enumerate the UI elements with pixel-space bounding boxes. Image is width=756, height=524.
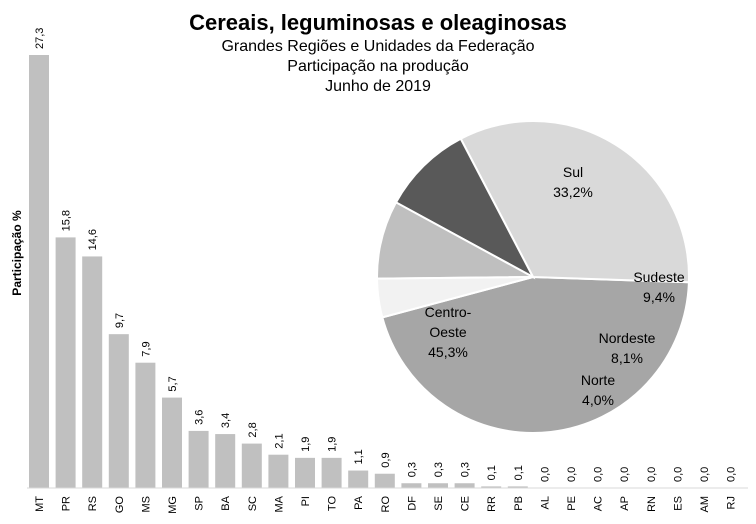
bar-ba [215, 434, 236, 488]
value-label-to: 1,9 [327, 437, 339, 452]
bar-ce [454, 483, 475, 488]
pie-slice-sul [459, 120, 690, 284]
value-label-ap: 0,0 [619, 467, 631, 482]
value-label-ma: 2,1 [273, 433, 285, 448]
pie-label-centro: Oeste [429, 324, 467, 340]
value-label-ro: 0,9 [380, 452, 392, 467]
category-label-go: GO [114, 496, 126, 514]
pie-value-nordeste: 8,1% [611, 350, 643, 366]
value-label-rr: 0,1 [486, 465, 498, 480]
category-label-al: AL [539, 496, 551, 509]
category-label-ce: CE [460, 496, 472, 511]
bar-se [428, 483, 448, 488]
pie-label-sudeste: Sudeste [633, 269, 685, 285]
value-label-al: 0,0 [539, 467, 551, 482]
pie-label-norte: Norte [581, 372, 615, 388]
bar-sc [241, 443, 262, 488]
value-label-pi: 1,9 [300, 437, 312, 452]
category-label-ac: AC [593, 496, 605, 511]
value-label-pb: 0,1 [513, 465, 525, 480]
value-label-pa: 1,1 [353, 449, 365, 464]
category-label-am: AM [699, 496, 711, 513]
bar-ms [135, 362, 156, 488]
category-label-mt: MT [34, 496, 46, 512]
pie-label-centro: Centro- [425, 304, 472, 320]
pie-label-sul: Sul [563, 164, 583, 180]
value-label-am: 0,0 [699, 467, 711, 482]
chart-subtitle-3: Junho de 2019 [325, 78, 431, 95]
bar-go [108, 334, 129, 488]
value-label-go: 9,7 [114, 313, 126, 328]
chart-subtitle-1: Grandes Regiões e Unidades da Federação [221, 38, 535, 55]
category-label-ba: BA [220, 495, 232, 510]
category-label-df: DF [406, 496, 418, 511]
category-label-se: SE [433, 496, 445, 511]
bar-pr [55, 237, 76, 488]
category-label-ap: AP [619, 496, 631, 511]
bar-sp [188, 430, 209, 488]
category-label-ro: RO [380, 496, 392, 513]
value-label-pr: 15,8 [61, 210, 73, 231]
value-label-es: 0,0 [672, 467, 684, 482]
pie-slice-sudeste [394, 137, 536, 280]
bar-ro [374, 473, 395, 488]
bar-pb [507, 486, 528, 488]
value-label-df: 0,3 [406, 462, 418, 477]
value-label-ba: 3,4 [220, 413, 232, 428]
bar-pa [348, 470, 369, 488]
pie-label-nordeste: Nordeste [599, 330, 656, 346]
value-label-se: 0,3 [433, 462, 445, 477]
bar-mg [162, 397, 182, 488]
bar-ma [268, 454, 289, 488]
value-label-ac: 0,0 [593, 467, 605, 482]
category-label-sp: SP [194, 496, 206, 511]
pie-value-norte: 4,0% [582, 392, 614, 408]
pie-slice-norte [375, 276, 534, 319]
category-label-rr: RR [486, 496, 498, 512]
category-label-pa: PA [353, 495, 365, 510]
bar-to [321, 457, 342, 488]
pie-value-sudeste: 9,4% [643, 289, 675, 305]
value-label-pe: 0,0 [566, 467, 578, 482]
value-label-ce: 0,3 [460, 462, 472, 477]
category-label-ms: MS [140, 496, 152, 513]
category-label-rs: RS [87, 496, 99, 511]
pie-value-sul: 33,2% [553, 184, 593, 200]
category-label-to: TO [327, 496, 339, 512]
y-axis-label: Participação % [10, 210, 24, 296]
value-label-rs: 14,6 [87, 229, 99, 250]
category-label-rj: RJ [726, 496, 738, 509]
chart-subtitle-2: Participação na produção [287, 58, 469, 75]
category-label-pi: PI [300, 496, 312, 506]
category-label-rn: RN [646, 496, 658, 512]
bar-df [401, 483, 422, 488]
value-label-rn: 0,0 [646, 467, 658, 482]
category-label-sc: SC [247, 496, 259, 511]
value-label-mg: 5,7 [167, 376, 179, 391]
bar-pi [295, 457, 315, 488]
value-label-sp: 3,6 [194, 410, 206, 425]
value-label-ms: 7,9 [140, 341, 152, 356]
category-label-pb: PB [513, 496, 525, 511]
category-label-pe: PE [566, 496, 578, 511]
category-label-ma: MA [273, 495, 285, 512]
chart-title: Cereais, leguminosas e oleaginosas [189, 10, 567, 35]
value-label-sc: 2,8 [247, 422, 259, 437]
category-label-mg: MG [167, 496, 179, 514]
bar-mt [29, 55, 49, 488]
pie-value-centro: 45,3% [428, 344, 468, 360]
value-label-rj: 0,0 [726, 467, 738, 482]
bar-rs [82, 256, 103, 488]
pie-slice-centro [381, 275, 690, 434]
value-label-mt: 27,3 [34, 28, 46, 49]
category-label-es: ES [672, 496, 684, 511]
category-label-pr: PR [61, 496, 73, 511]
bar-rr [481, 486, 502, 488]
